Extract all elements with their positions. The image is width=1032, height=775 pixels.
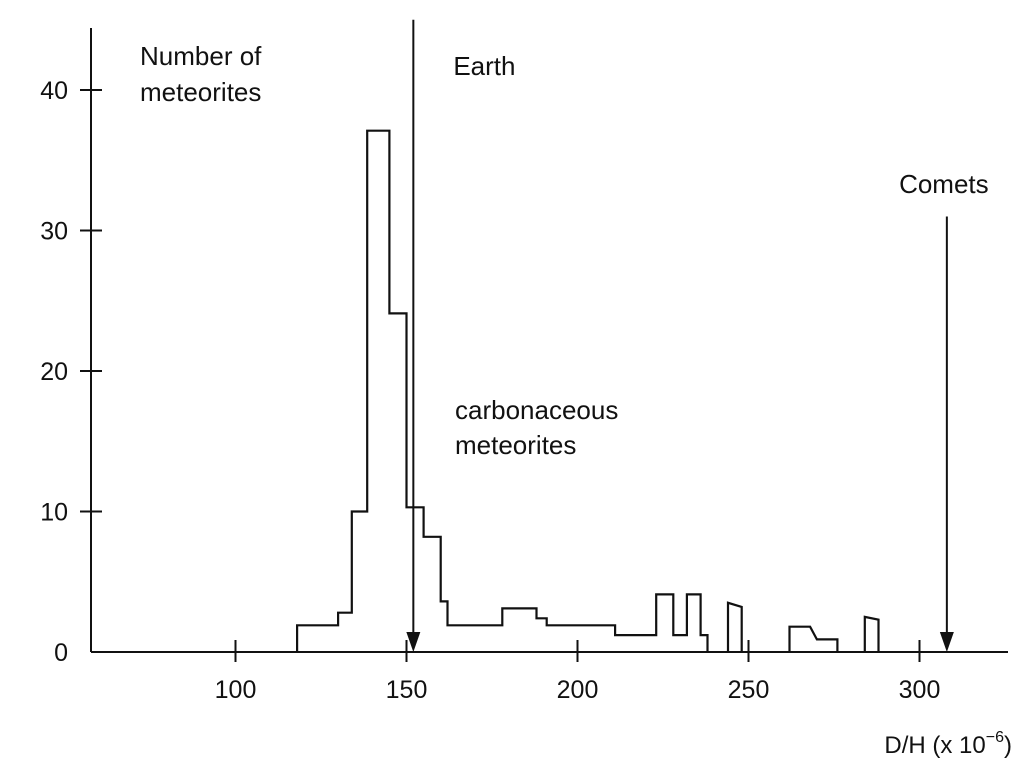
- x-axis-label-exponent: −6: [986, 729, 1004, 746]
- annotations: Earth Comets: [406, 19, 989, 652]
- y-tick-label: 0: [54, 639, 68, 667]
- annotation-earth: Earth: [406, 19, 515, 652]
- x-tick-label: 250: [728, 676, 770, 704]
- x-axis-label: D/H (x 10−6): [884, 729, 1012, 759]
- histogram-step: [788, 625, 839, 652]
- x-tick-label: 200: [557, 676, 599, 704]
- annotation-label: Earth: [453, 51, 515, 81]
- y-tick-label: 10: [40, 499, 68, 527]
- ticks: 0 10 20 30 40 100 150 200 250 300: [40, 77, 940, 704]
- x-tick-label: 150: [386, 676, 428, 704]
- annotation-comets: Comets: [899, 169, 989, 652]
- histogram-bars: [296, 129, 880, 652]
- arrowhead-icon: [406, 632, 421, 652]
- histogram-step: [296, 129, 709, 652]
- y-tick-label: 20: [40, 358, 68, 386]
- y-tick-label: 40: [40, 77, 68, 105]
- x-tick-label: 300: [899, 676, 941, 704]
- y-axis-label-line-1: Number of: [140, 41, 262, 71]
- histogram-step: [726, 601, 743, 652]
- arrowhead-icon: [939, 632, 954, 652]
- annotation-label: Comets: [899, 169, 989, 199]
- x-axis-label-close: ): [1004, 732, 1012, 759]
- histogram-step: [863, 615, 880, 652]
- y-axis-label-line-2: meteorites: [140, 77, 261, 107]
- x-axis-label-base: D/H (x 10: [884, 732, 985, 759]
- y-tick-label: 30: [40, 218, 68, 246]
- series-label-line-1: carbonaceous: [455, 395, 618, 425]
- x-tick-label: 100: [215, 676, 257, 704]
- series-label-line-2: meteorites: [455, 430, 576, 460]
- axes: [90, 28, 1008, 653]
